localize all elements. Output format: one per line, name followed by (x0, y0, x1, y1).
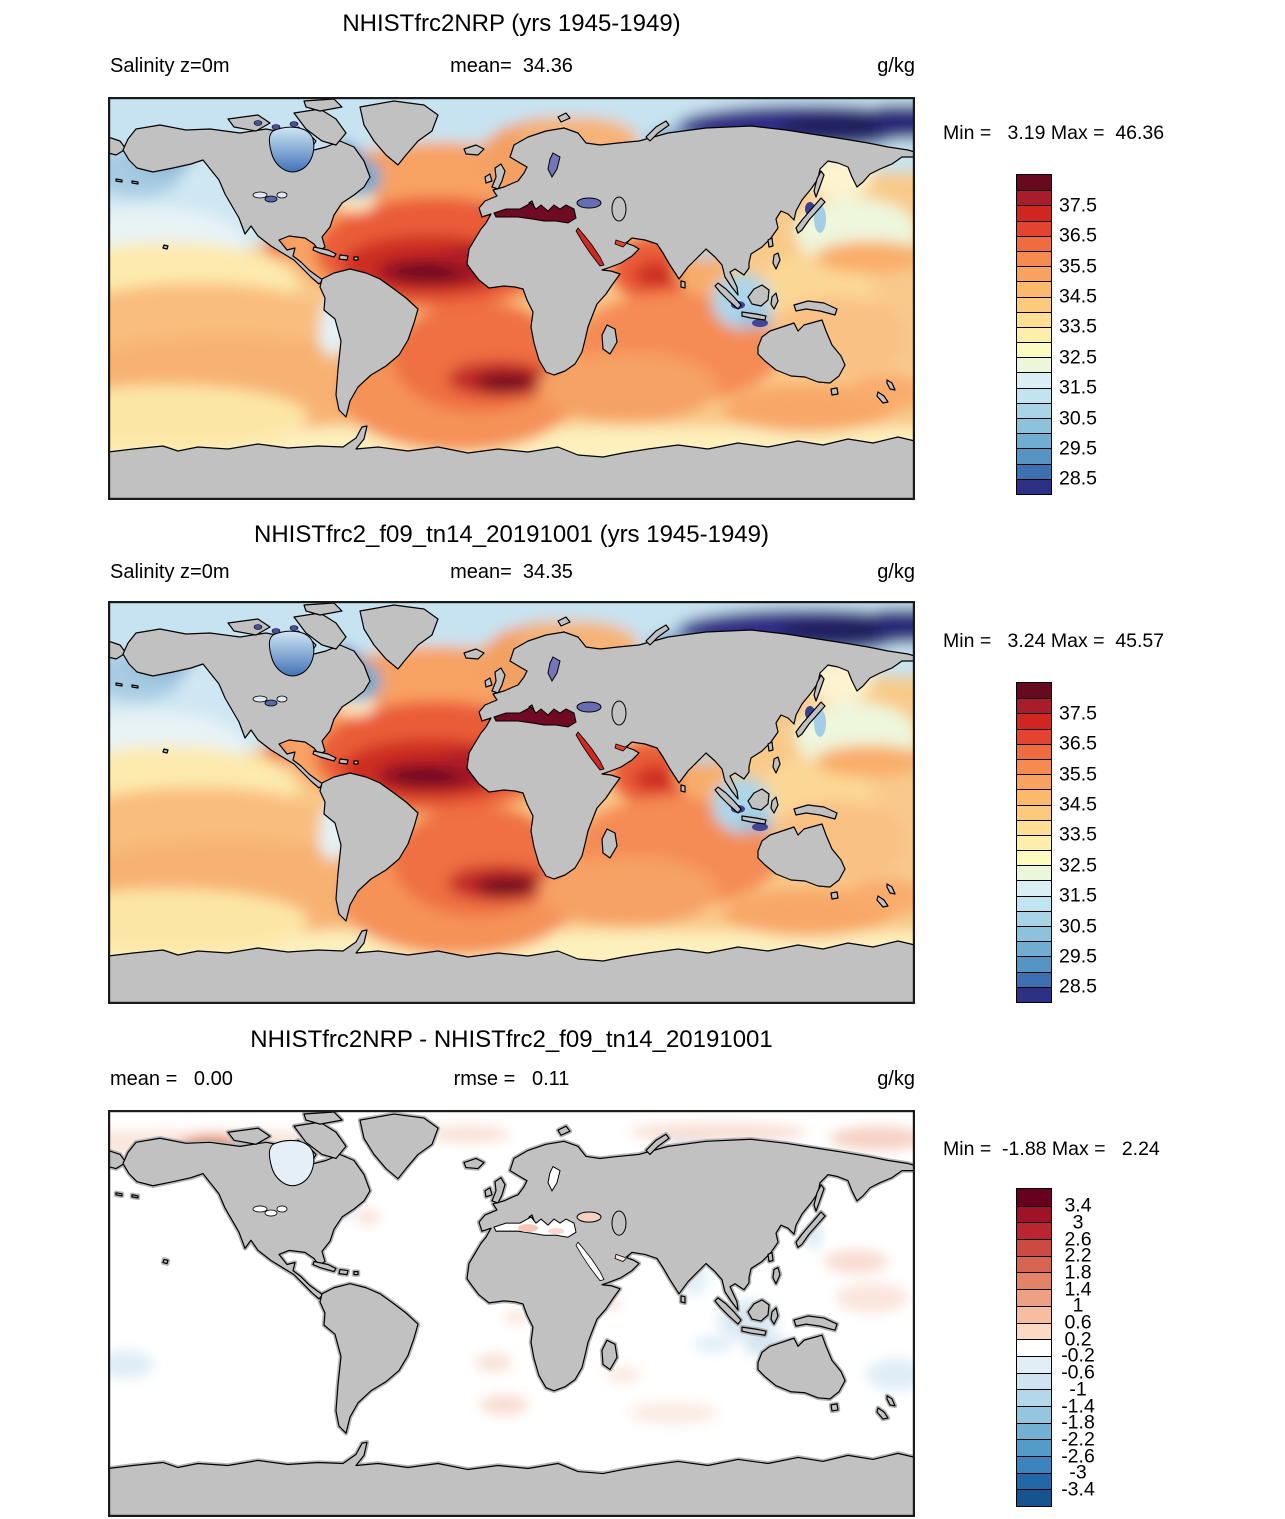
colorbar-tick-label: -3.4 (1061, 1478, 1095, 1501)
colorbar-tick-label: 34.5 (1059, 285, 1097, 308)
colorbar-tick-label: 0.6 (1064, 1311, 1092, 1334)
colorbar-tick-label: -1 (1069, 1378, 1087, 1401)
units-label: g/kg (877, 1068, 915, 1090)
mean-value-label: mean= 34.36 (450, 55, 573, 77)
colorbar-tick-label: 35.5 (1059, 763, 1097, 786)
colorbar-tick-label: 2.2 (1064, 1244, 1092, 1267)
colorbar-tick-label: 0.2 (1064, 1328, 1092, 1351)
colorbar-tick-label: 3.4 (1064, 1194, 1092, 1217)
colorbar-bar (1016, 682, 1052, 1003)
colorbar-tick-label: 32.5 (1059, 346, 1097, 369)
colorbar-tick-label: -2.2 (1061, 1428, 1095, 1451)
colorbar-tick-label: 36.5 (1059, 224, 1097, 247)
colorbar-bar (1016, 1188, 1052, 1508)
map-salinity-middle (108, 601, 915, 1004)
colorbar-tick-label: 37.5 (1059, 702, 1097, 725)
map-difference (108, 1110, 915, 1517)
colorbar-tick-label: 28.5 (1059, 467, 1097, 490)
colorbar-tick-label: 36.5 (1059, 732, 1097, 755)
minmax-label: Min = 3.24 Max = 45.57 (943, 630, 1165, 652)
minmax-label: Min = -1.88 Max = 2.24 (943, 1138, 1160, 1160)
colorbar-tick-label: 33.5 (1059, 315, 1097, 338)
panel-title: NHISTfrc2_f09_tn14_20191001 (yrs 1945-19… (254, 521, 769, 548)
colorbar-tick-label: 31.5 (1059, 376, 1097, 399)
mean-value-label: mean= 34.35 (450, 561, 573, 583)
colorbar-bar (1016, 174, 1052, 495)
field-label: Salinity z=0m (110, 55, 230, 77)
colorbar-tick-label: 32.5 (1059, 854, 1097, 877)
colorbar-tick-label: 30.5 (1059, 915, 1097, 938)
colorbar-tick-label: 2.6 (1064, 1228, 1092, 1250)
minmax-label: Min = 3.19 Max = 46.36 (943, 122, 1165, 144)
colorbar-tick-label: 1 (1072, 1294, 1084, 1317)
colorbar-tick-label: -0.6 (1061, 1361, 1095, 1384)
colorbar-tick-label: 30.5 (1059, 407, 1097, 430)
rmse-label: rmse = 0.11 (453, 1068, 570, 1090)
colorbar-tick-label: 37.5 (1059, 194, 1097, 217)
panel-title: NHISTfrc2NRP (yrs 1945-1949) (342, 10, 681, 37)
colorbar-tick-label: 3 (1072, 1211, 1084, 1234)
colorbar-tick-label: 29.5 (1059, 945, 1097, 968)
panel-title: NHISTfrc2NRP - NHISTfrc2_f09_tn14_201910… (250, 1026, 773, 1053)
colorbar-tick-label: -0.2 (1061, 1344, 1095, 1367)
colorbar-tick-label: -3 (1069, 1461, 1087, 1484)
units-label: g/kg (877, 55, 915, 77)
colorbar-tick-label: -1.4 (1061, 1395, 1095, 1417)
colorbar-difference: 3.4 3 2.6 2.2 1.8 1.4 1 0.6 0.2 -0.2 -0.6 -1 -1.4 -1.… (1016, 1188, 1146, 1508)
mean-label: mean = 0.00 (110, 1068, 233, 1090)
colorbar-tick-label: -1.8 (1061, 1411, 1095, 1434)
colorbar-tick-label: 1.8 (1064, 1261, 1092, 1284)
colorbar-tick-label: 29.5 (1059, 437, 1097, 460)
colorbar-tick-label: -2.6 (1061, 1445, 1095, 1468)
colorbar-tick-label: 28.5 (1059, 975, 1097, 998)
panel-subtitle-row: Salinity z=0m mean= 34.36 g/kg (108, 55, 915, 79)
colorbar-salinity-middle: 37.5 36.5 35.5 34.5 33.5 32.5 31.5 30.5 29.5 28.5 (1016, 682, 1146, 1004)
field-label: Salinity z=0m (110, 561, 230, 583)
panel-subtitle-row: Salinity z=0m mean= 34.35 g/kg (108, 561, 915, 585)
units-label: g/kg (877, 561, 915, 583)
colorbar-salinity-top: 37.5 36.5 35.5 34.5 33.5 32.5 31.5 30.5 29.5 28.5 (1016, 174, 1146, 496)
colorbar-tick-label: 1.4 (1064, 1278, 1092, 1301)
colorbar-tick-label: 34.5 (1059, 793, 1097, 816)
panel-subtitle-row: mean = 0.00 rmse = 0.11 g/kg (108, 1068, 915, 1092)
colorbar-tick-label: 31.5 (1059, 884, 1097, 907)
colorbar-tick-label: 35.5 (1059, 255, 1097, 278)
map-salinity-top (108, 97, 915, 500)
colorbar-tick-label: 33.5 (1059, 823, 1097, 846)
